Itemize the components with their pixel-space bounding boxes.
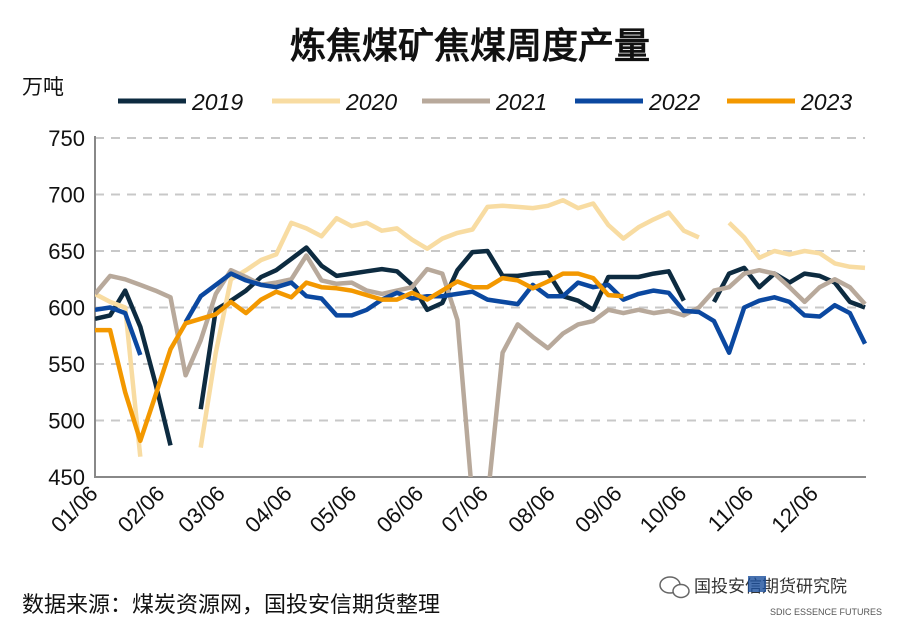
logo-text: SDIC ESSENCE FUTURES	[770, 607, 882, 617]
x-tick-label: 06/06	[372, 481, 429, 538]
chart-title: 炼焦煤矿焦煤周度产量	[290, 26, 650, 67]
series-line-2020	[95, 197, 866, 457]
y-tick-label: 700	[48, 183, 85, 208]
legend: 2019 2020 2021 2022 2023	[118, 89, 852, 115]
y-tick-label: 750	[48, 126, 85, 151]
y-tick-label: 550	[48, 352, 85, 377]
legend-label: 2021	[495, 89, 547, 115]
x-tick-label: 03/06	[173, 481, 230, 538]
x-tick-label: 09/06	[570, 481, 627, 538]
series-line-2023	[95, 271, 624, 444]
x-tick-label: 04/06	[240, 481, 297, 538]
legend-label: 2020	[345, 89, 397, 115]
legend-label: 2019	[191, 89, 243, 115]
legend-item-2019: 2019	[118, 89, 243, 115]
sdic-logo: SDIC ESSENCE FUTURES	[748, 576, 882, 617]
y-tick-label: 650	[48, 239, 85, 264]
x-tick-label: 11/06	[703, 481, 758, 536]
y-axis-ticks: 750 700 650 600 550 500 450	[48, 126, 85, 490]
x-tick-label: 07/06	[436, 481, 493, 538]
series-lines	[95, 197, 868, 477]
series-line-2019	[95, 245, 866, 446]
source-note: 数据来源：煤炭资源网，国投安信期货整理	[22, 593, 440, 618]
y-tick-label: 500	[48, 409, 85, 434]
x-axis-ticks: 01/06 02/06 03/06 04/06 05/06 06/06 07/06 08/06…	[46, 481, 823, 538]
wechat-icon	[659, 576, 690, 599]
legend-label: 2023	[800, 89, 852, 115]
x-tick-label: 05/06	[305, 481, 362, 538]
legend-item-2023: 2023	[727, 89, 852, 115]
x-tick-label: 08/06	[503, 481, 560, 538]
watermark: 国投安信期货研究院 SDIC ESSENCE FUTURES	[659, 576, 882, 617]
legend-label: 2022	[648, 89, 700, 115]
x-tick-label: 12/06	[766, 481, 823, 538]
gridlines	[95, 137, 865, 422]
legend-item-2022: 2022	[575, 89, 700, 115]
watermark-text: 国投安信期货研究院	[694, 577, 847, 597]
legend-item-2020: 2020	[272, 89, 397, 115]
y-axis-unit: 万吨	[22, 75, 64, 99]
y-tick-label: 600	[48, 296, 85, 321]
y-tick-label: 450	[48, 465, 85, 490]
x-tick-label: 10/06	[635, 481, 692, 538]
legend-item-2021: 2021	[422, 89, 547, 115]
x-tick-label: 02/06	[113, 481, 170, 538]
